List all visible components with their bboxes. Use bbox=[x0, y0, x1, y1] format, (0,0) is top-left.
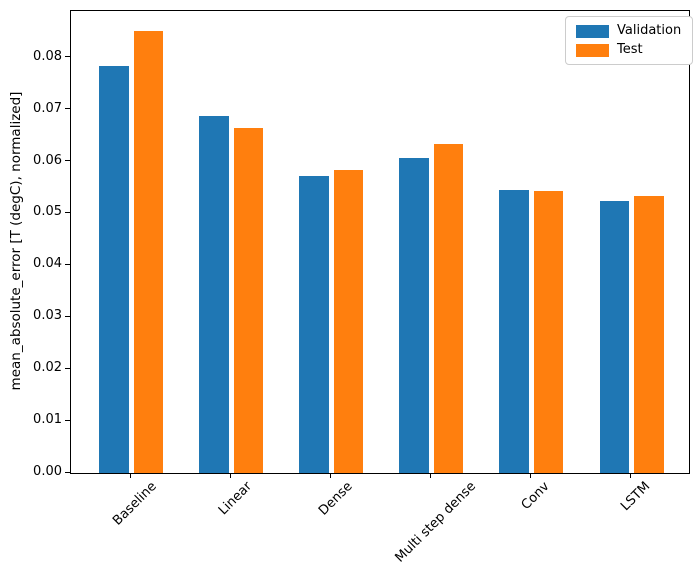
y-tick-mark bbox=[65, 471, 70, 473]
x-tick-label: Dense bbox=[315, 479, 356, 519]
bar-test bbox=[333, 170, 364, 473]
y-tick-label: 0.05 bbox=[33, 204, 62, 220]
y-tick-mark bbox=[65, 160, 70, 162]
y-tick-mark bbox=[65, 211, 70, 213]
x-tick-label: Baseline bbox=[110, 479, 161, 529]
x-tick-mark bbox=[529, 473, 531, 478]
bar-test bbox=[433, 143, 464, 473]
y-tick-mark bbox=[65, 367, 70, 369]
x-tick-label: LSTM bbox=[618, 479, 654, 515]
bar-validation bbox=[299, 175, 329, 473]
legend-label: Validation bbox=[617, 23, 682, 38]
y-tick-mark bbox=[65, 56, 70, 58]
bar-validation bbox=[199, 116, 229, 473]
y-tick-label: 0.06 bbox=[33, 152, 62, 168]
legend-swatch-validation bbox=[576, 24, 609, 38]
bar-test bbox=[233, 127, 264, 473]
y-tick-label: 0.04 bbox=[33, 256, 62, 272]
y-tick-mark bbox=[65, 419, 70, 421]
bar-test bbox=[133, 30, 163, 473]
x-tick-mark bbox=[229, 473, 231, 478]
bar-validation bbox=[499, 190, 529, 473]
bar-validation bbox=[599, 201, 629, 473]
bar-test bbox=[533, 191, 564, 473]
y-tick-mark bbox=[65, 108, 70, 110]
x-tick-mark bbox=[129, 473, 131, 478]
y-axis-label: mean_absolute_error [T (degC), normalize… bbox=[8, 91, 24, 391]
legend-entry-validation: Validation bbox=[576, 23, 681, 39]
y-tick-mark bbox=[65, 315, 70, 317]
x-tick-label: Multi step dense bbox=[392, 479, 480, 566]
x-tick-label: Linear bbox=[216, 479, 256, 519]
legend: Validation Test bbox=[565, 16, 694, 65]
y-tick-label: 0.02 bbox=[33, 360, 62, 376]
x-tick-mark bbox=[630, 473, 631, 478]
y-tick-label: 0.03 bbox=[33, 308, 62, 324]
y-tick-label: 0.01 bbox=[33, 412, 62, 428]
legend-label: Test bbox=[617, 42, 643, 57]
x-tick-mark bbox=[329, 473, 331, 478]
y-tick-label: 0.08 bbox=[33, 48, 62, 64]
y-tick-mark bbox=[65, 263, 70, 265]
bar-validation bbox=[99, 65, 129, 473]
legend-swatch-test bbox=[576, 43, 609, 57]
bar-test bbox=[634, 195, 664, 473]
y-tick-label: 0.00 bbox=[33, 464, 62, 479]
plot-area bbox=[70, 10, 690, 474]
legend-entry-test: Test bbox=[576, 42, 681, 58]
x-tick-label: Conv bbox=[518, 479, 553, 513]
bar-validation bbox=[399, 157, 429, 473]
y-tick-label: 0.07 bbox=[33, 100, 62, 116]
x-tick-mark bbox=[429, 473, 431, 478]
